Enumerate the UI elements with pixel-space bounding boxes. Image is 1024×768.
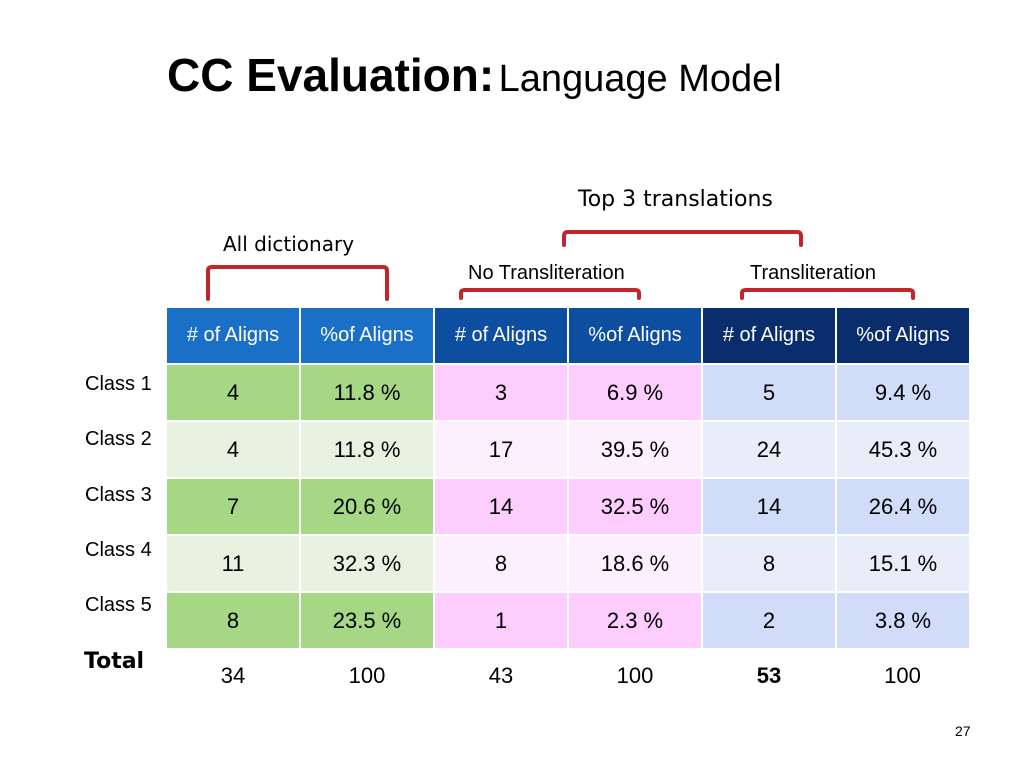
header-count-transliteration: # of Aligns [701,308,836,365]
table-cell: 1 [433,591,568,648]
row-label-class-2: Class 2 [85,428,152,450]
header-count-no-transliteration: # of Aligns [433,308,568,365]
table-cell: 3 [433,363,568,421]
table-cell: 11.8 % [299,363,434,421]
total-cell: 100 [616,662,654,688]
table-cell: 14 [701,477,836,535]
table-cell: 2.3 % [567,591,702,648]
page-number: 27 [955,723,971,739]
total-cell: 43 [488,662,514,688]
table-cell: 15.1 % [835,534,969,592]
total-cell: 100 [348,662,386,688]
table-cell: 32.5 % [567,477,702,535]
results-table: # of Aligns %of Aligns # of Aligns %of A… [165,308,969,703]
header-percent-transliteration: %of Aligns [835,308,969,365]
table-cell: 32.3 % [299,534,434,592]
group-label-top3: Top 3 translations [578,187,773,212]
table-cell: 7 [165,477,300,535]
header-percent-all-dictionary: %of Aligns [299,308,434,365]
table-cell: 18.6 % [567,534,702,592]
table-cell: 11.8 % [299,420,434,478]
total-cell: 100 [884,662,921,688]
table-cell: 4 [165,420,300,478]
row-label-class-4: Class 4 [85,539,152,561]
table-cell: 45.3 % [835,420,969,478]
bracket-transliteration [740,288,915,300]
group-label-all-dictionary: All dictionary [223,232,355,256]
table-cell: 6.9 % [567,363,702,421]
table-cell: 9.4 % [835,363,969,421]
table-row: 11 32.3 % 8 18.6 % 8 15.1 % [165,534,969,592]
row-label-total: Total [84,649,145,674]
row-label-class-5: Class 5 [85,594,152,616]
title-normal-part: Language Model [498,58,782,100]
table-cell: 23.5 % [299,591,434,648]
table-cell: 24 [701,420,836,478]
title-bold-part: CC Evaluation: [167,49,495,101]
group-label-no-transliteration: No Transliteration [468,262,625,284]
table-cell: 26.4 % [835,477,969,535]
table-row: 8 23.5 % 1 2.3 % 2 3.8 % [165,591,969,648]
table-header-row: # of Aligns %of Aligns # of Aligns %of A… [165,308,969,365]
total-cell: 34 [220,662,246,688]
bracket-top3 [562,230,803,247]
row-label-class-3: Class 3 [85,484,152,506]
table-cell: 8 [433,534,568,592]
table-cell: 3.8 % [835,591,969,648]
table-cell: 5 [701,363,836,421]
table-cell: 17 [433,420,568,478]
table-row: 7 20.6 % 14 32.5 % 14 26.4 % [165,477,969,535]
slide-title: CC Evaluation: Language Model [167,48,782,102]
table-cell: 2 [701,591,836,648]
group-label-transliteration: Transliteration [750,262,876,284]
table-row: 4 11.8 % 3 6.9 % 5 9.4 % [165,363,969,421]
table-total-row: 34 100 43 100 53 100 [166,648,969,703]
bracket-all-dictionary [206,265,389,301]
header-count-all-dictionary: # of Aligns [165,308,300,365]
table-cell: 4 [165,363,300,421]
header-percent-no-transliteration: %of Aligns [567,308,702,365]
table-cell: 39.5 % [567,420,702,478]
table-cell: 8 [165,591,300,648]
table-cell: 20.6 % [299,477,434,535]
table-cell: 8 [701,534,836,592]
total-cell-highlighted: 53 [756,662,782,688]
table-cell: 14 [433,477,568,535]
table-row: 4 11.8 % 17 39.5 % 24 45.3 % [165,420,969,478]
row-label-class-1: Class 1 [85,373,152,395]
bracket-no-transliteration [459,288,641,300]
table-cell: 11 [165,534,300,592]
